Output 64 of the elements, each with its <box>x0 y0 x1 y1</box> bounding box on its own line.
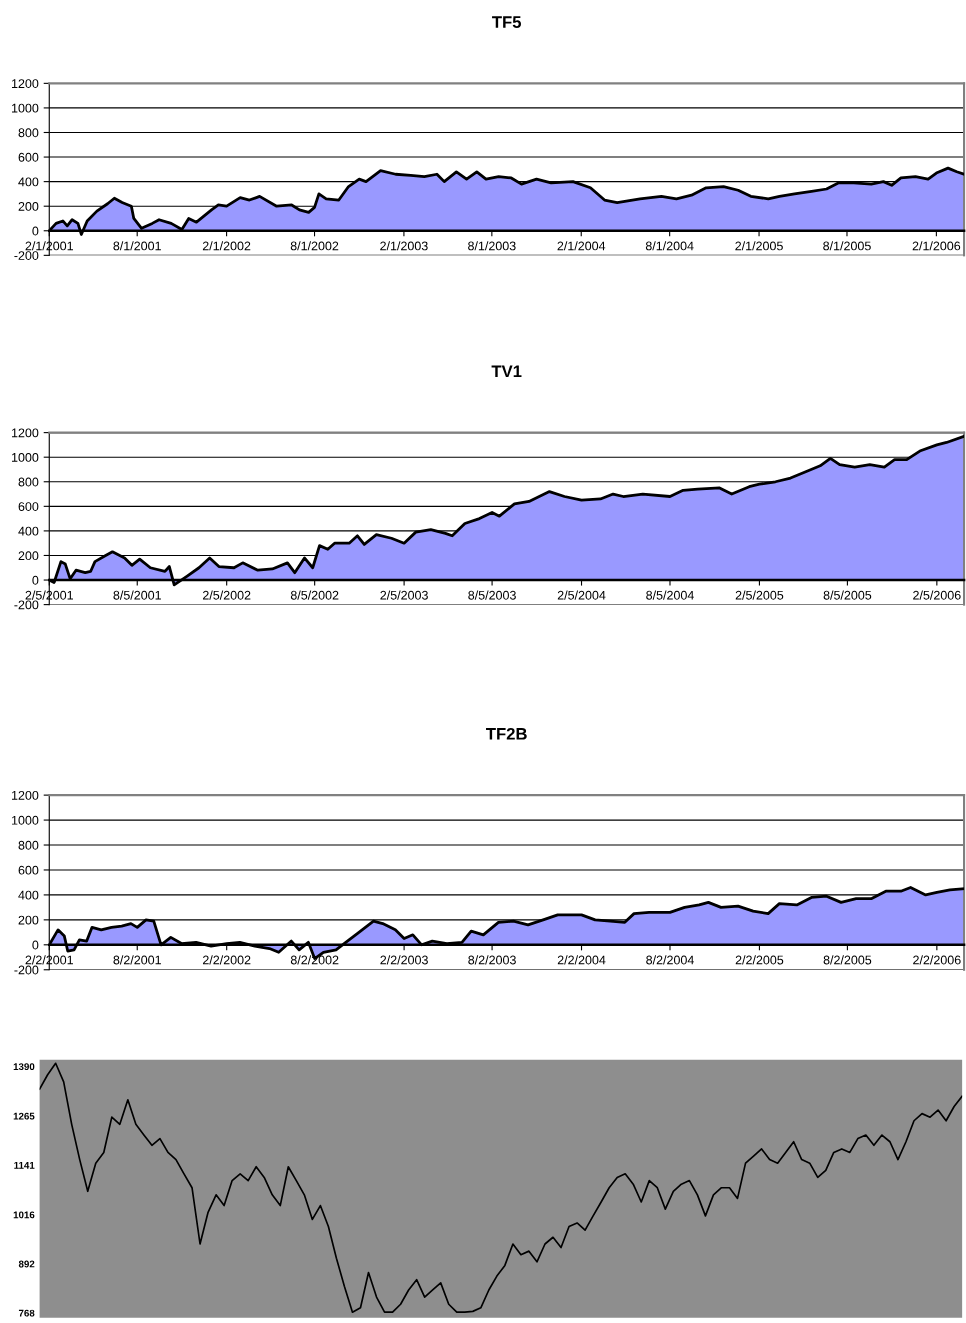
y-tick-label: -200 <box>14 251 39 260</box>
x-tick-label: 2/1/2004 <box>557 241 606 251</box>
x-tick-label: 8/1/2005 <box>823 241 871 251</box>
y-tick-label: 800 <box>18 128 39 138</box>
x-tick-label: 8/2/2001 <box>113 955 161 965</box>
x-tick-label: 8/5/2003 <box>468 590 516 600</box>
x-tick-label: 2/2/2004 <box>557 955 606 965</box>
y-tick-label: -200 <box>14 965 39 975</box>
x-tick-label: 2/5/2006 <box>913 590 961 600</box>
y-tick-label: 400 <box>18 177 39 187</box>
x-tick-label: 2/5/2005 <box>735 590 784 600</box>
x-tick-label: 8/1/2001 <box>113 241 161 251</box>
x-tick-label: 8/1/2003 <box>468 241 516 251</box>
y-tick-label: 200 <box>18 551 39 561</box>
x-tick-label: 2/1/2002 <box>202 241 251 251</box>
y-tick-label: 400 <box>18 890 39 900</box>
y-tick-label: 1141 <box>14 1161 35 1169</box>
y-tick-label: 1390 <box>13 1063 35 1071</box>
y-tick-label: 400 <box>18 526 39 536</box>
x-tick-label: 2/2/2002 <box>202 955 251 965</box>
y-tick-label: 600 <box>18 502 39 511</box>
x-tick-label: 2/1/2003 <box>380 241 428 251</box>
x-tick-label: 2/2/2006 <box>913 955 961 965</box>
y-tick-label: 1016 <box>13 1211 35 1219</box>
y-tick-label: 1000 <box>12 103 39 113</box>
x-tick-label: 8/1/2004 <box>645 241 694 251</box>
y-tick-label: 0 <box>32 940 39 950</box>
x-tick-label: 2/5/2003 <box>380 590 428 600</box>
x-tick-label: 8/2/2005 <box>823 955 872 965</box>
y-tick-label: 0 <box>32 575 39 585</box>
y-tick-label: 1200 <box>12 428 39 438</box>
y-tick-label: -200 <box>14 600 39 610</box>
y-tick-label: 768 <box>18 1309 35 1317</box>
x-tick-label: 8/5/2004 <box>646 590 694 600</box>
y-tick-label: 1200 <box>12 790 39 800</box>
y-tick-label: 800 <box>18 840 39 850</box>
chart-title: TF5 <box>492 16 522 28</box>
x-tick-label: 8/2/2003 <box>468 955 516 965</box>
x-tick-label: 8/2/2004 <box>646 955 694 965</box>
x-tick-label: 2/2/2003 <box>380 955 428 965</box>
x-tick-label: 2/5/2004 <box>557 590 606 600</box>
y-tick-label: 1000 <box>12 452 39 462</box>
y-tick-label: 800 <box>18 477 39 487</box>
y-tick-label: 1265 <box>13 1112 35 1120</box>
y-tick-label: 1200 <box>12 79 39 88</box>
y-tick-label: 0 <box>32 226 39 236</box>
y-tick-label: 600 <box>18 152 39 162</box>
x-tick-label: 8/5/2005 <box>823 590 872 600</box>
x-tick-label: 8/5/2002 <box>290 590 339 600</box>
chart-title: TV1 <box>491 365 522 378</box>
x-tick-label: 8/5/2001 <box>113 590 161 600</box>
y-tick-label: 200 <box>18 915 39 925</box>
y-tick-label: 200 <box>18 202 39 211</box>
x-tick-label: 2/5/2002 <box>202 590 251 600</box>
y-tick-label: 892 <box>18 1260 35 1268</box>
y-tick-label: 1000 <box>12 815 39 825</box>
x-tick-label: 2/1/2005 <box>735 241 783 251</box>
x-tick-label: 2/2/2005 <box>735 955 784 965</box>
chart-title: TF2B <box>486 727 527 740</box>
x-tick-label: 8/2/2002 <box>290 955 339 965</box>
x-tick-label: 8/1/2002 <box>290 241 339 251</box>
x-tick-label: 2/1/2006 <box>912 241 961 251</box>
line-series <box>39 1062 963 1313</box>
y-tick-label: 600 <box>18 865 39 875</box>
